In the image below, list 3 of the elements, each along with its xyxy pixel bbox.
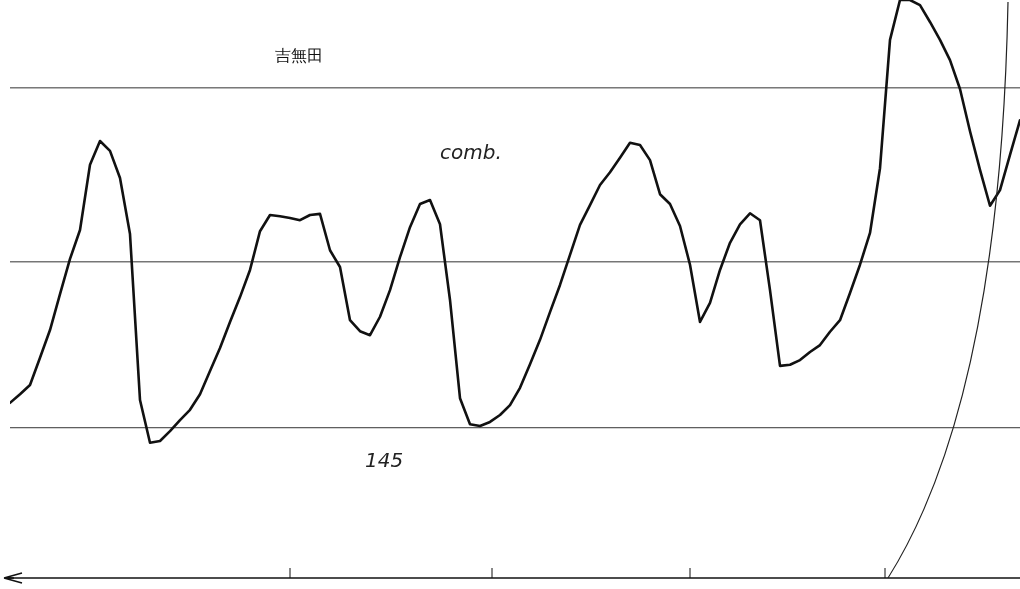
annotation: 145 (365, 448, 404, 472)
annotation: comb. (440, 140, 502, 164)
text: 吉無田 (275, 46, 323, 67)
